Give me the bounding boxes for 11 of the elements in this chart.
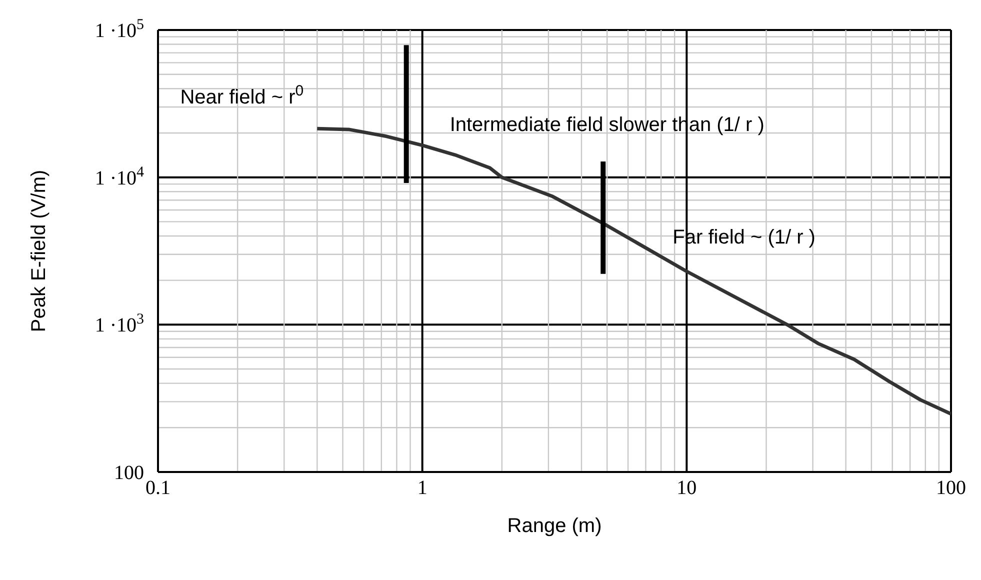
x-tick-label: 1 [417,477,428,499]
x-axis-title: Range (m) [507,515,602,537]
y-tick-label: 1 ·10$^{5}$ [94,17,144,42]
x-tick-label: 100 [936,477,966,499]
annotation: Near field ~ r$^{0}$ [180,82,304,108]
x-tick-label: 10 [676,477,697,499]
x-tick-label: 0.1 [146,477,170,499]
y-tick-label: 100 [114,462,144,484]
y-tick-label: 1 ·10$^{3}$ [94,312,144,337]
y-tick-label: 1 ·10$^{4}$ [94,164,144,190]
y-axis-title: Peak E-field (V/m) [28,170,50,332]
